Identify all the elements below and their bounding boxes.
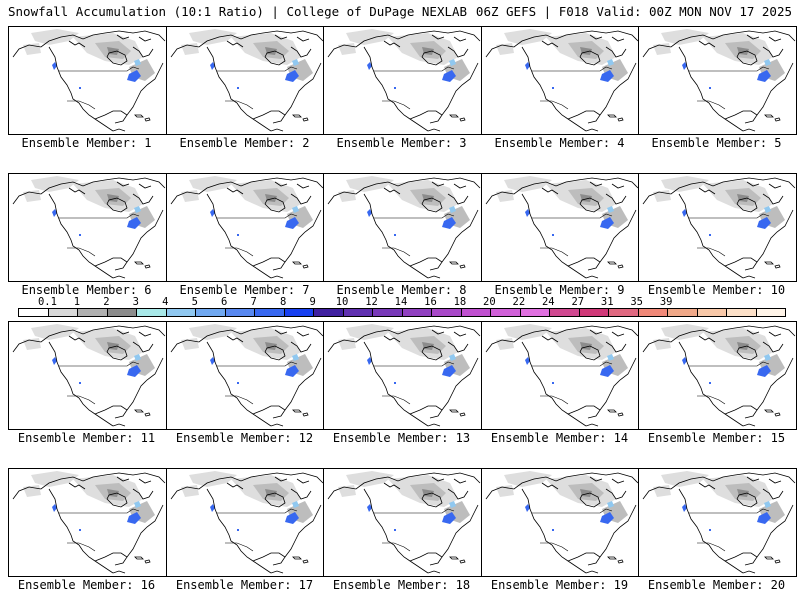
legend-swatch (550, 309, 580, 316)
legend-swatch (19, 309, 49, 316)
legend-swatch (668, 309, 698, 316)
legend-swatch (609, 309, 639, 316)
legend-swatch (402, 309, 432, 316)
ensemble-member-label: Ensemble Member: 11 (17, 431, 156, 445)
legend-tick-label: 4 (162, 296, 169, 308)
legend-swatch (314, 309, 344, 316)
legend-tick-label: 12 (365, 296, 378, 308)
ensemble-member-map[interactable] (8, 468, 167, 577)
legend-swatch (756, 309, 785, 316)
legend-tick-label: 2 (103, 296, 110, 308)
ensemble-member-label: Ensemble Member: 9 (494, 283, 625, 297)
ensemble-member-map[interactable] (481, 173, 640, 282)
ensemble-member-map[interactable] (8, 26, 167, 135)
legend-tick-label: 35 (630, 296, 644, 308)
colorbar-legend: 0.1 1 2 3 4 5 6 7 8 9 10 12 14 16 18 20 22 24 27 31 35 39 (18, 296, 786, 320)
legend-swatch (284, 309, 314, 316)
ensemble-member-label: Ensemble Member: 8 (336, 283, 467, 297)
legend-swatch (255, 309, 285, 316)
ensemble-member-map[interactable] (323, 173, 482, 282)
legend-tick-label: 18 (453, 296, 467, 308)
ensemble-member-map[interactable] (323, 26, 482, 135)
valid-time: 06Z GEFS | F018 Valid: 00Z MON NOV 17 20… (475, 4, 792, 19)
legend-tick-label: 22 (512, 296, 526, 308)
ensemble-member-label: Ensemble Member: 6 (21, 283, 152, 297)
ensemble-member-map[interactable] (481, 26, 640, 135)
ensemble-member-map[interactable] (8, 173, 167, 282)
ensemble-member-label: Ensemble Member: 3 (336, 136, 467, 150)
legend-swatch (638, 309, 668, 316)
ensemble-member-label: Ensemble Member: 2 (179, 136, 310, 150)
ensemble-member-label: Ensemble Member: 20 (647, 578, 786, 592)
legend-tick-label: 6 (221, 296, 228, 308)
legend-swatch (196, 309, 226, 316)
legend-tick-label: 7 (250, 296, 257, 308)
legend-swatch (343, 309, 373, 316)
page-title: Snowfall Accumulation (10:1 Ratio) | Col… (8, 4, 468, 19)
ensemble-member-label: Ensemble Member: 18 (332, 578, 471, 592)
legend-swatch (107, 309, 137, 316)
legend-swatch (491, 309, 521, 316)
ensemble-member-label: Ensemble Member: 16 (17, 578, 156, 592)
legend-swatch (579, 309, 609, 316)
ensemble-member-map[interactable] (166, 321, 325, 430)
ensemble-member-label: Ensemble Member: 5 (651, 136, 782, 150)
ensemble-member-label: Ensemble Member: 1 (21, 136, 152, 150)
legend-tick-label: 10 (335, 296, 349, 308)
ensemble-member-label: Ensemble Member: 13 (332, 431, 471, 445)
legend-swatch (166, 309, 196, 316)
ensemble-member-label: Ensemble Member: 10 (647, 283, 786, 297)
legend-swatch (78, 309, 108, 316)
ensemble-member-map[interactable] (166, 173, 325, 282)
legend-tick-label: 20 (483, 296, 496, 308)
ensemble-member-map[interactable] (166, 468, 325, 577)
legend-tick-label: 0.1 (37, 296, 57, 308)
ensemble-member-label: Ensemble Member: 7 (179, 283, 310, 297)
legend-tick-label: 39 (659, 296, 673, 308)
legend-labels: 0.1 1 2 3 4 5 6 7 8 9 10 12 14 16 18 20 22 24 27 31 35 39 (18, 296, 784, 308)
ensemble-member-label: Ensemble Member: 14 (490, 431, 629, 445)
header: Snowfall Accumulation (10:1 Ratio) | Col… (0, 0, 800, 22)
legend-tick-label: 31 (600, 296, 614, 308)
ensemble-member-map[interactable] (638, 321, 797, 430)
legend-tick-label: 27 (571, 296, 585, 308)
legend-tick-label: 3 (132, 296, 140, 308)
ensemble-member-map[interactable] (638, 26, 797, 135)
ensemble-member-label: Ensemble Member: 15 (647, 431, 786, 445)
ensemble-member-label: Ensemble Member: 4 (494, 136, 625, 150)
legend-swatch (520, 309, 550, 316)
legend-tick-label: 1 (73, 296, 81, 308)
legend-tick-label: 16 (424, 296, 437, 308)
legend-swatch (697, 309, 727, 316)
legend-swatch (373, 309, 403, 316)
ensemble-member-map[interactable] (481, 468, 640, 577)
legend-swatch (461, 309, 491, 316)
ensemble-member-map[interactable] (166, 26, 325, 135)
legend-tick-label: 5 (191, 296, 198, 308)
legend-swatch (137, 309, 167, 316)
legend-tick-label: 8 (279, 296, 287, 308)
ensemble-member-map[interactable] (638, 468, 797, 577)
ensemble-member-label: Ensemble Member: 19 (490, 578, 629, 592)
legend-tick-label: 9 (309, 296, 316, 308)
ensemble-member-map[interactable] (323, 321, 482, 430)
legend-swatch (432, 309, 462, 316)
legend-swatch (225, 309, 255, 316)
ensemble-member-map[interactable] (638, 173, 797, 282)
ensemble-member-map[interactable] (323, 468, 482, 577)
legend-tick-label: 24 (541, 296, 555, 308)
legend-swatch (727, 309, 757, 316)
legend-bar (18, 308, 786, 317)
legend-swatch (48, 309, 78, 316)
ensemble-member-label: Ensemble Member: 12 (175, 431, 314, 445)
ensemble-member-map[interactable] (481, 321, 640, 430)
legend-tick-label: 14 (394, 296, 408, 308)
ensemble-member-label: Ensemble Member: 17 (175, 578, 314, 592)
ensemble-member-map[interactable] (8, 321, 167, 430)
